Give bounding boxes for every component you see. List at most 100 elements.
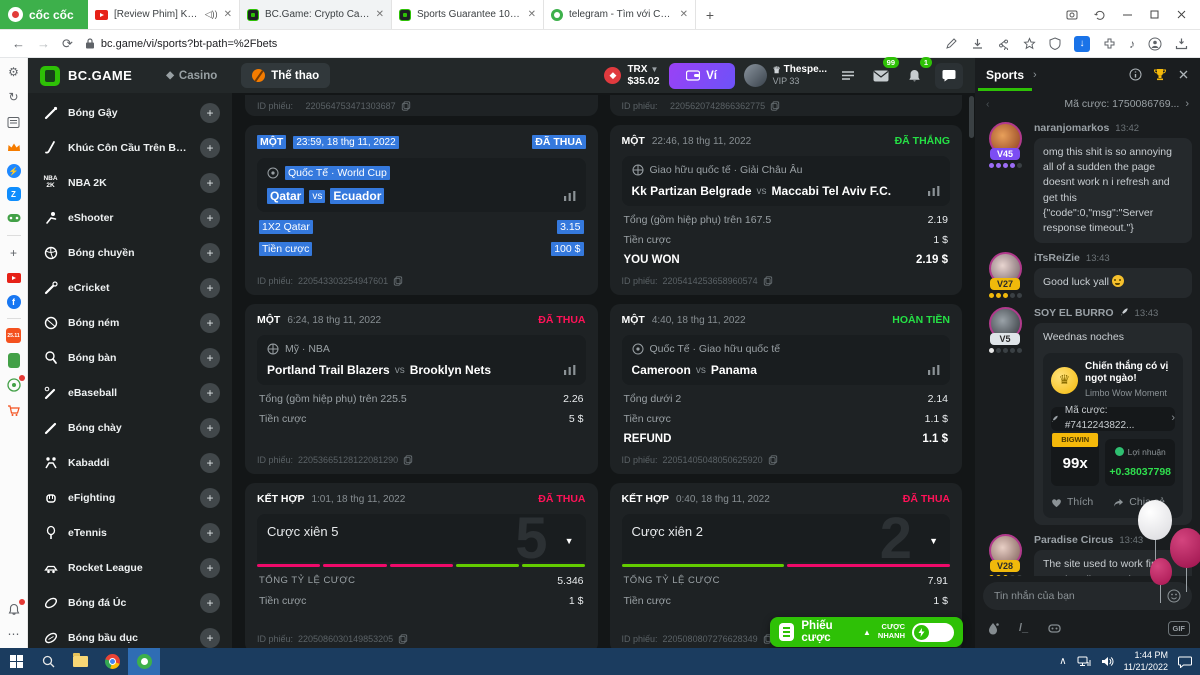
- chrome-icon[interactable]: [96, 648, 128, 675]
- network-icon[interactable]: [1077, 656, 1091, 667]
- chat-username[interactable]: naranjomarkos: [1034, 122, 1110, 134]
- chevron-left-icon[interactable]: ‹: [986, 97, 990, 110]
- tab-audio-icon[interactable]: ◁)): [204, 9, 218, 19]
- expand-caret-icon[interactable]: ▼: [564, 536, 574, 546]
- menu-list-icon[interactable]: [836, 64, 860, 88]
- newsfeed-icon[interactable]: [6, 114, 22, 130]
- nav-casino[interactable]: ◆ Casino: [166, 69, 218, 82]
- share-icon[interactable]: [997, 37, 1010, 50]
- sidebar-item-bong-nem[interactable]: Bóng ném +: [28, 305, 232, 340]
- add-favorite-button[interactable]: +: [200, 242, 220, 263]
- sidebar-item-eshooter[interactable]: eShooter +: [28, 200, 232, 235]
- tab-close-icon[interactable]: ✕: [527, 9, 536, 20]
- tab-bcgame[interactable]: BC.Game: Crypto Casino Gam✕: [240, 0, 392, 29]
- file-explorer-icon[interactable]: [64, 648, 96, 675]
- chevron-right-icon[interactable]: ›: [1033, 68, 1037, 81]
- tab-search-icon[interactable]: [1066, 9, 1078, 21]
- like-button[interactable]: Thích: [1051, 495, 1093, 510]
- win-share-card[interactable]: ♛ Chiến thắng có vị ngọt ngào! Limbo Wow …: [1043, 352, 1183, 519]
- add-favorite-button[interactable]: +: [200, 522, 220, 543]
- facebook-icon[interactable]: f: [6, 295, 21, 309]
- bcgame-logo-text[interactable]: BC.GAME: [68, 68, 133, 83]
- mail-icon[interactable]: 99: [869, 56, 899, 88]
- games-icon[interactable]: [6, 210, 22, 226]
- add-favorite-button[interactable]: +: [200, 627, 220, 648]
- sidebar-item-bong-chuyen[interactable]: Bóng chuyền +: [28, 235, 232, 270]
- new-tab-button[interactable]: +: [705, 6, 715, 23]
- sidebar-item-khuc-con-cau[interactable]: Khúc Côn Cầu Trên Băng +: [28, 130, 232, 165]
- sidebar-item-rocket-league[interactable]: Rocket League +: [28, 550, 232, 585]
- history-icon[interactable]: ↻: [8, 90, 19, 104]
- sidebar-item-ebaseball[interactable]: eBaseball +: [28, 375, 232, 410]
- stats-icon[interactable]: [563, 191, 576, 201]
- chat-username[interactable]: iTsReiZie: [1034, 252, 1080, 265]
- sidebar-item-efighting[interactable]: eFighting +: [28, 480, 232, 515]
- games-dice-icon[interactable]: [1048, 622, 1061, 634]
- chat-toggle-icon[interactable]: [935, 62, 963, 89]
- url-field[interactable]: bc.game/vi/sports?bt-path=%2Fbets: [85, 38, 277, 50]
- youtube-icon[interactable]: [6, 270, 22, 286]
- download-active-icon[interactable]: ↓: [1074, 35, 1090, 52]
- scrollbar-thumb[interactable]: [969, 96, 974, 138]
- chevron-right-icon[interactable]: ›: [1185, 97, 1189, 110]
- tab-close-icon[interactable]: ✕: [679, 9, 688, 20]
- start-button[interactable]: [0, 648, 32, 675]
- rewards-crown-icon[interactable]: [6, 139, 22, 155]
- add-favorite-button[interactable]: +: [200, 277, 220, 298]
- minimize-button[interactable]: [1122, 9, 1133, 20]
- copy-icon[interactable]: [770, 100, 780, 111]
- currency-selector[interactable]: ◆ TRX ▼ $35.02: [604, 64, 660, 88]
- add-favorite-button[interactable]: +: [200, 382, 220, 403]
- forward-button[interactable]: →: [37, 36, 50, 51]
- add-favorite-button[interactable]: +: [200, 592, 220, 613]
- tab-history-icon[interactable]: [1094, 9, 1106, 21]
- sidebar-item-bong-ban[interactable]: Bóng bàn +: [28, 340, 232, 375]
- copy-icon[interactable]: [393, 276, 403, 286]
- add-favorite-button[interactable]: +: [200, 417, 220, 438]
- quick-bet-toggle[interactable]: [912, 622, 954, 642]
- profile-avatar-icon[interactable]: [1148, 37, 1162, 51]
- action-center-icon[interactable]: [1178, 656, 1192, 668]
- copy-icon[interactable]: [398, 634, 408, 644]
- expand-caret-icon[interactable]: ▼: [929, 536, 938, 546]
- add-favorite-button[interactable]: +: [200, 347, 220, 368]
- sidebar-item-bong-gay[interactable]: Bóng Gậy +: [28, 95, 232, 130]
- sidebar-item-nba2k[interactable]: NBA 2K NBA 2K +: [28, 165, 232, 200]
- save-page-icon[interactable]: [971, 37, 984, 50]
- add-favorite-button[interactable]: +: [200, 487, 220, 508]
- extensions-puzzle-icon[interactable]: [1103, 37, 1116, 50]
- chat-username[interactable]: SOY EL BURRO: [1034, 307, 1114, 320]
- volume-icon[interactable]: [1101, 656, 1114, 667]
- add-favorite-button[interactable]: +: [200, 102, 220, 123]
- commands-icon[interactable]: /_: [1019, 622, 1029, 634]
- chat-input-box[interactable]: [983, 582, 1192, 610]
- taskbar-search-icon[interactable]: [32, 648, 64, 675]
- shopping-cart-icon[interactable]: [6, 402, 22, 418]
- bell-icon[interactable]: 1: [902, 56, 932, 88]
- add-favorite-button[interactable]: +: [200, 207, 220, 228]
- copy-icon[interactable]: [403, 455, 413, 465]
- settings-gear-icon[interactable]: ⚙: [8, 65, 19, 79]
- sidebar-item-ecricket[interactable]: eCricket +: [28, 270, 232, 305]
- notifications-bell-icon[interactable]: [6, 599, 25, 617]
- trophy-icon[interactable]: [1153, 68, 1167, 81]
- sidebar-item-bong-chay[interactable]: Bóng chày +: [28, 410, 232, 445]
- profile-menu[interactable]: ♛ Thespe... VIP 33: [743, 64, 827, 87]
- stats-icon[interactable]: [928, 186, 940, 196]
- music-note-icon[interactable]: ♪: [1129, 36, 1135, 51]
- gif-button[interactable]: GIF: [1167, 620, 1190, 636]
- emoji-icon[interactable]: [1167, 589, 1181, 603]
- close-button[interactable]: [1176, 9, 1187, 20]
- zalo-icon[interactable]: Z: [6, 187, 21, 201]
- tab-close-icon[interactable]: ✕: [375, 9, 384, 20]
- bet-slip-button[interactable]: Phiếu cược ▲ CƯỢC NHANH: [770, 617, 963, 647]
- taskbar-clock[interactable]: 1:44 PM 11/21/2022: [1123, 649, 1168, 672]
- add-shortcut-icon[interactable]: +: [9, 246, 17, 260]
- close-panel-icon[interactable]: [1178, 69, 1189, 80]
- tab-telegram-search[interactable]: telegram - Tìm với Cốc Cốc✕: [544, 0, 696, 29]
- sidebar-item-bong-da-uc[interactable]: Bóng đá Úc +: [28, 585, 232, 620]
- stats-icon[interactable]: [563, 365, 576, 375]
- rain-tip-icon[interactable]: [987, 622, 999, 635]
- info-icon[interactable]: [1129, 68, 1142, 81]
- copy-icon[interactable]: [763, 276, 773, 286]
